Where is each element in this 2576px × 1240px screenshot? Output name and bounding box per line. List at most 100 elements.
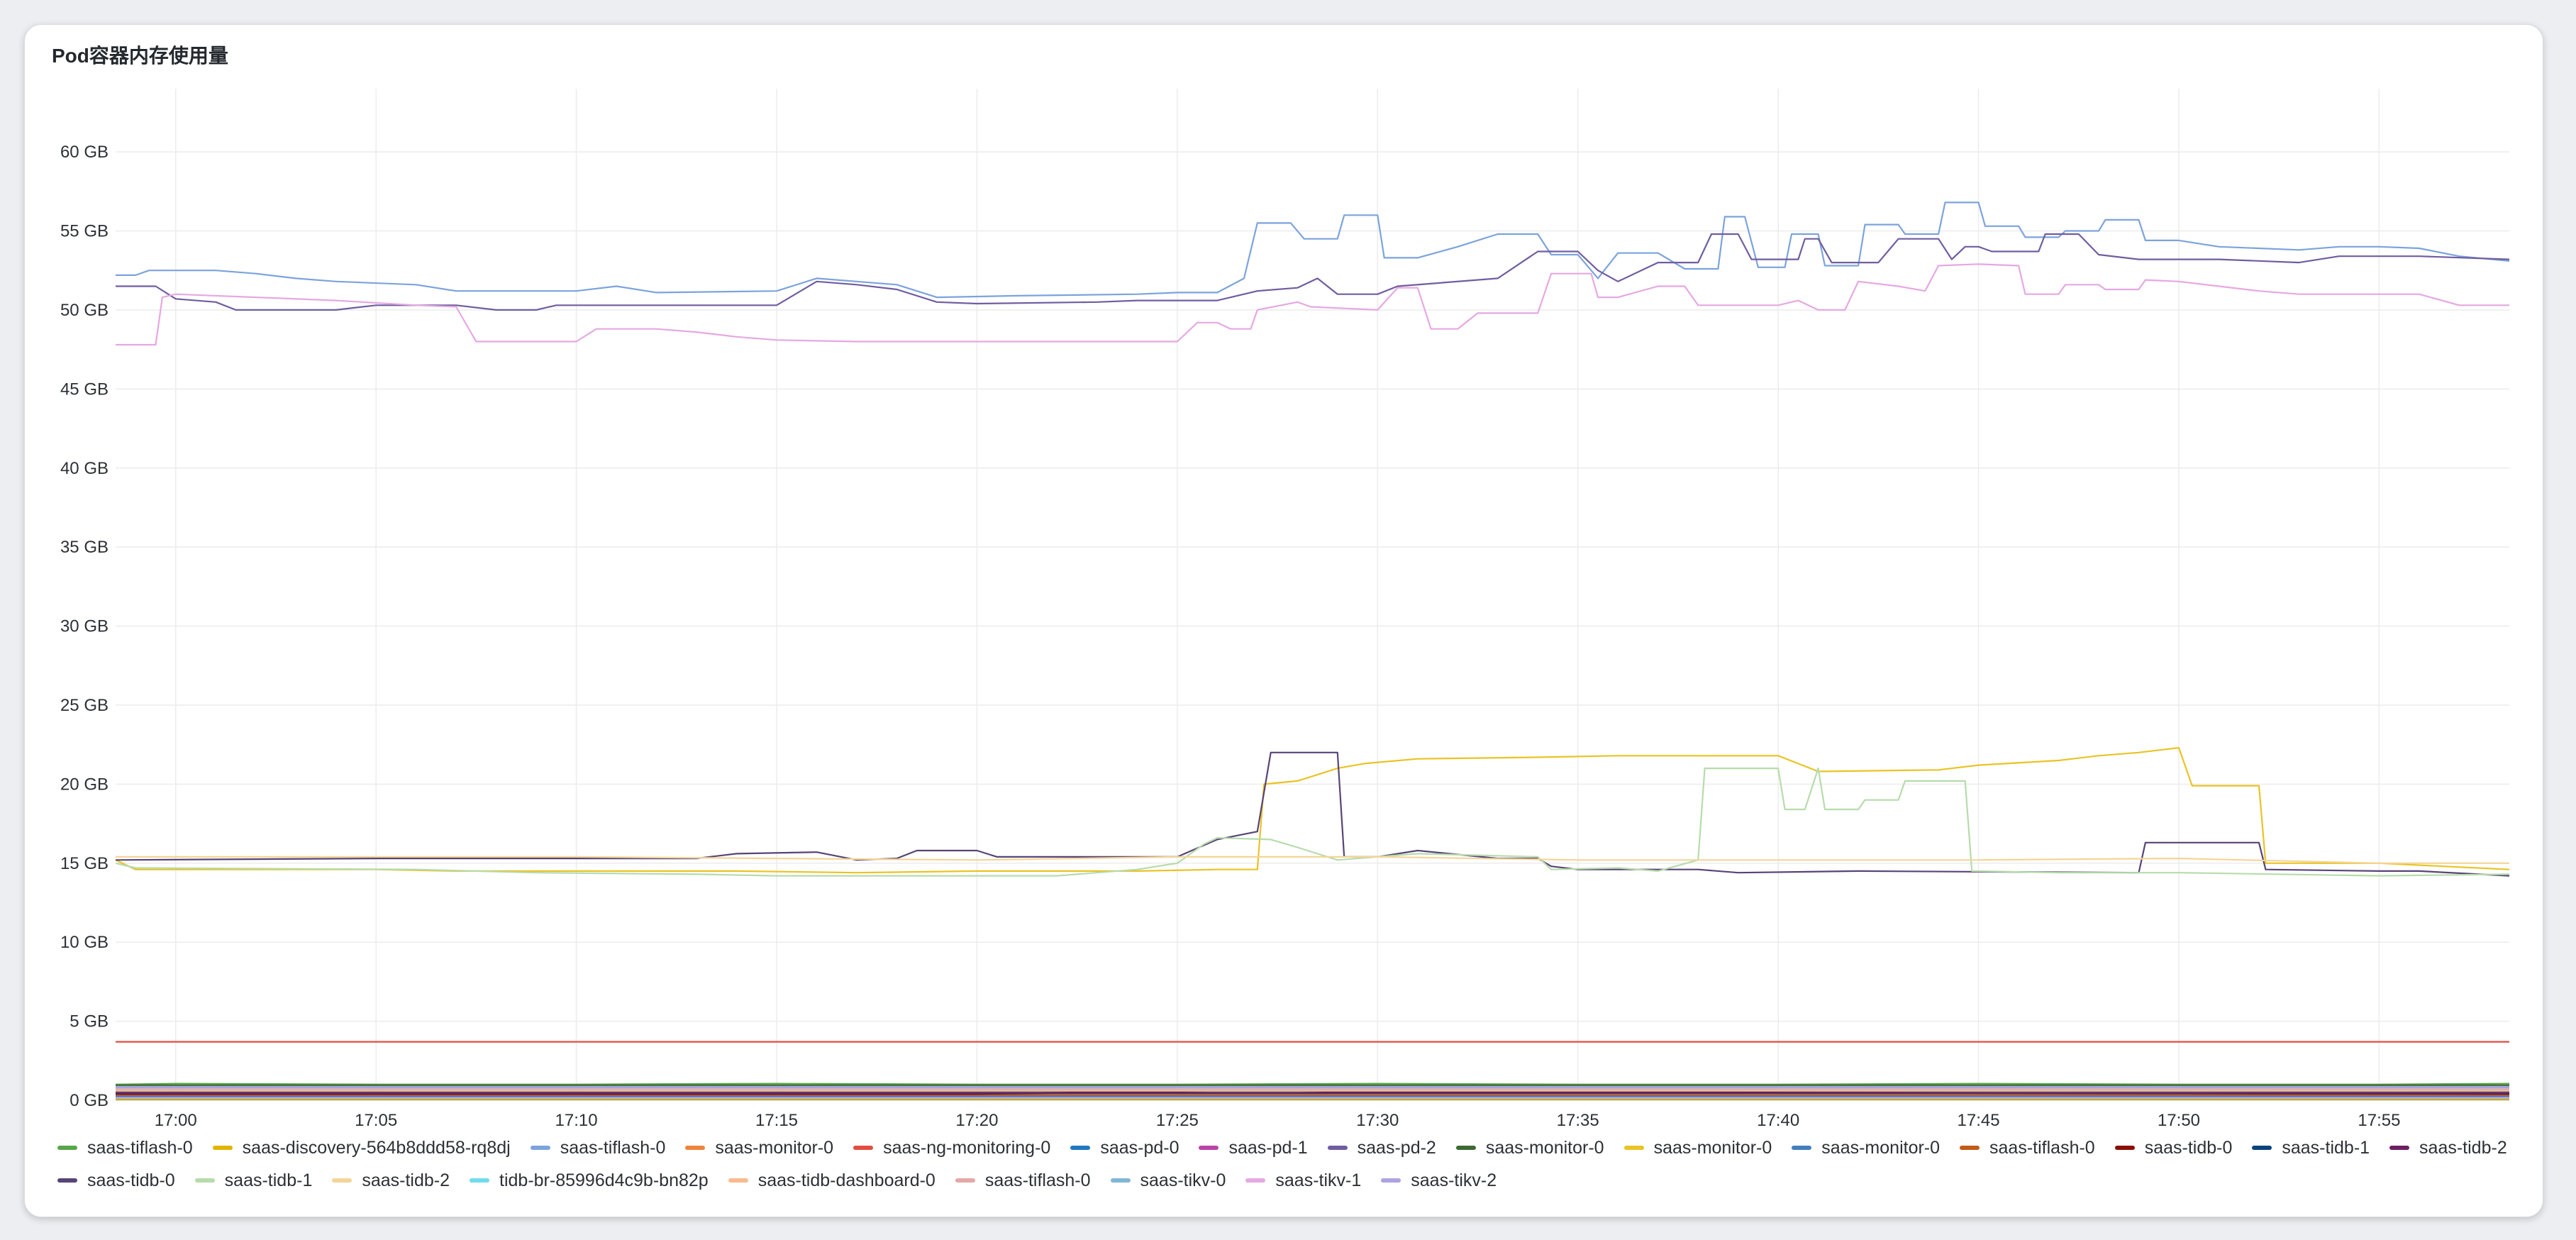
- y-tick-label: 35 GB: [60, 538, 109, 557]
- legend-swatch: [1327, 1146, 1348, 1150]
- series-line-7[interactable]: [116, 233, 2510, 311]
- legend-label: saas-ng-monitoring-0: [883, 1137, 1051, 1158]
- legend-label: saas-pd-0: [1100, 1137, 1179, 1158]
- legend-swatch: [1199, 1146, 1219, 1150]
- x-tick-label: 17:45: [1958, 1111, 2000, 1130]
- legend-item[interactable]: saas-tidb-0: [57, 1170, 175, 1191]
- y-tick-label: 60 GB: [60, 143, 109, 162]
- legend-item[interactable]: saas-tidb-2: [2389, 1137, 2507, 1158]
- legend-label: saas-tikv-1: [1275, 1170, 1362, 1190]
- x-tick-label: 17:35: [1557, 1111, 1599, 1130]
- legend-label: saas-tidb-0: [87, 1170, 175, 1190]
- legend-label: saas-monitor-0: [1485, 1137, 1604, 1158]
- legend-item[interactable]: saas-monitor-0: [1455, 1137, 1604, 1158]
- legend-swatch: [470, 1178, 490, 1183]
- series-line-22[interactable]: [116, 263, 2509, 346]
- legend-swatch: [1960, 1146, 1980, 1150]
- x-tick-label: 17:25: [1156, 1111, 1199, 1130]
- legend-swatch: [1455, 1146, 1476, 1150]
- series-line-2[interactable]: [116, 201, 2510, 299]
- legend-item[interactable]: saas-tikv-2: [1381, 1170, 1497, 1191]
- legend-swatch: [194, 1178, 215, 1183]
- chart-panel: Pod容器内存使用量 0 GB 5 GB 10 GB 15 GB 20 GB 25 GB 3…: [24, 24, 2543, 1217]
- legend-item[interactable]: saas-tiflash-0: [57, 1137, 193, 1158]
- legend-item[interactable]: saas-tidb-1: [2252, 1137, 2370, 1158]
- legend-item[interactable]: saas-tikv-1: [1245, 1170, 1361, 1191]
- x-tick-label: 17:10: [555, 1111, 598, 1130]
- legend-label: saas-monitor-0: [1653, 1137, 1772, 1158]
- y-tick-label: 30 GB: [60, 617, 109, 636]
- y-axis: 0 GB 5 GB 10 GB 15 GB 20 GB 25 GB 30 GB 35 GB 40…: [60, 143, 109, 1110]
- legend-label: saas-tiflash-0: [87, 1137, 193, 1158]
- legend-label: saas-tidb-dashboard-0: [757, 1170, 936, 1190]
- legend-swatch: [2389, 1146, 2410, 1150]
- x-tick-label: 17:00: [155, 1111, 197, 1130]
- chart-legend: saas-tiflash-0 saas-discovery-564b8ddd58-…: [57, 1137, 2511, 1191]
- panel-title[interactable]: Pod容器内存使用量: [52, 45, 228, 67]
- x-tick-label: 17:55: [2358, 1111, 2400, 1130]
- x-tick-label: 17:50: [2158, 1111, 2200, 1130]
- legend-label: saas-tiflash-0: [560, 1137, 666, 1158]
- legend-label: saas-tiflash-0: [984, 1170, 1091, 1190]
- legend-label: saas-monitor-0: [715, 1137, 834, 1158]
- legend-label: saas-tidb-2: [2419, 1137, 2507, 1158]
- legend-item[interactable]: saas-discovery-564b8ddd58-rq8dj: [212, 1137, 511, 1158]
- memory-usage-chart: 0 GB 5 GB 10 GB 15 GB 20 GB 25 GB 30 GB 35 GB 40…: [60, 89, 2510, 1130]
- legend-swatch: [853, 1146, 874, 1150]
- x-tick-label: 17:30: [1356, 1111, 1399, 1130]
- y-tick-label: 10 GB: [60, 933, 109, 952]
- legend-item[interactable]: saas-ng-monitoring-0: [853, 1137, 1050, 1158]
- legend-item[interactable]: saas-monitor-0: [685, 1137, 833, 1158]
- legend-swatch: [685, 1146, 706, 1150]
- legend-item[interactable]: saas-tidb-1: [194, 1170, 313, 1191]
- legend-item[interactable]: saas-monitor-0: [1792, 1137, 1940, 1158]
- legend-swatch: [530, 1146, 550, 1150]
- legend-label: saas-tidb-1: [2282, 1137, 2370, 1158]
- legend-item[interactable]: saas-tikv-0: [1110, 1170, 1226, 1191]
- legend-item[interactable]: saas-tiflash-0: [1960, 1137, 2095, 1158]
- legend-label: saas-monitor-0: [1821, 1137, 1941, 1158]
- legend-label: saas-tidb-0: [2144, 1137, 2233, 1158]
- legend-swatch: [1070, 1146, 1091, 1150]
- legend-label: saas-tikv-2: [1411, 1170, 1497, 1190]
- series-line-17[interactable]: [116, 856, 2509, 864]
- legend-item[interactable]: saas-tiflash-0: [530, 1137, 666, 1158]
- legend-swatch: [332, 1178, 352, 1183]
- legend-item[interactable]: saas-pd-0: [1070, 1137, 1179, 1158]
- y-tick-label: 5 GB: [70, 1012, 109, 1031]
- y-tick-label: 40 GB: [60, 459, 109, 478]
- x-tick-label: 17:05: [355, 1111, 397, 1130]
- y-tick-label: 25 GB: [60, 696, 109, 715]
- legend-swatch: [1245, 1178, 1266, 1183]
- legend-swatch: [212, 1146, 233, 1150]
- legend-item[interactable]: saas-tidb-dashboard-0: [728, 1170, 936, 1191]
- legend-label: saas-tikv-0: [1140, 1170, 1226, 1190]
- legend-label: saas-tidb-1: [224, 1170, 313, 1190]
- legend-swatch: [1110, 1178, 1131, 1183]
- legend-swatch: [2252, 1146, 2272, 1150]
- legend-swatch: [1792, 1146, 1812, 1150]
- legend-swatch: [1623, 1146, 1644, 1150]
- x-axis: 17:00 17:05 17:10 17:15 17:20 17:25 17:30 17:35…: [116, 1100, 2509, 1130]
- legend-label: saas-discovery-564b8ddd58-rq8dj: [242, 1137, 511, 1158]
- series-line-9[interactable]: [115, 746, 2510, 874]
- series-line-0[interactable]: [115, 1083, 2510, 1085]
- legend-swatch: [1381, 1178, 1401, 1183]
- legend-item[interactable]: saas-tidb-0: [2114, 1137, 2233, 1158]
- legend-swatch: [57, 1178, 77, 1183]
- x-tick-label: 17:40: [1757, 1111, 1799, 1130]
- legend-swatch: [57, 1146, 77, 1150]
- legend-label: tidb-br-85996d4c9b-bn82p: [499, 1170, 709, 1190]
- legend-item[interactable]: tidb-br-85996d4c9b-bn82p: [470, 1170, 709, 1191]
- legend-item[interactable]: saas-pd-1: [1199, 1137, 1308, 1158]
- legend-label: saas-tiflash-0: [1989, 1137, 2095, 1158]
- legend-item[interactable]: saas-tiflash-0: [955, 1170, 1091, 1191]
- legend-label: saas-pd-1: [1228, 1137, 1308, 1158]
- y-tick-label: 55 GB: [60, 222, 109, 241]
- legend-item[interactable]: saas-tidb-2: [332, 1170, 450, 1191]
- series-line-16[interactable]: [115, 767, 2510, 877]
- legend-item[interactable]: saas-monitor-0: [1623, 1137, 1772, 1158]
- y-tick-label: 50 GB: [60, 301, 109, 320]
- legend-item[interactable]: saas-pd-2: [1327, 1137, 1436, 1158]
- chart-grid: [116, 89, 2509, 1101]
